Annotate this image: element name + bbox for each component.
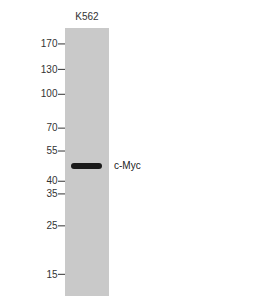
svg-text:15: 15 bbox=[46, 269, 58, 280]
svg-text:35: 35 bbox=[46, 188, 58, 199]
svg-text:c-Myc: c-Myc bbox=[114, 160, 141, 171]
svg-text:25: 25 bbox=[46, 220, 58, 231]
svg-text:40: 40 bbox=[46, 175, 58, 186]
svg-text:55: 55 bbox=[46, 145, 58, 156]
svg-text:170: 170 bbox=[41, 38, 58, 49]
svg-text:70: 70 bbox=[46, 122, 58, 133]
svg-text:100: 100 bbox=[41, 88, 58, 99]
svg-text:K562: K562 bbox=[75, 11, 99, 22]
svg-text:130: 130 bbox=[41, 64, 58, 75]
